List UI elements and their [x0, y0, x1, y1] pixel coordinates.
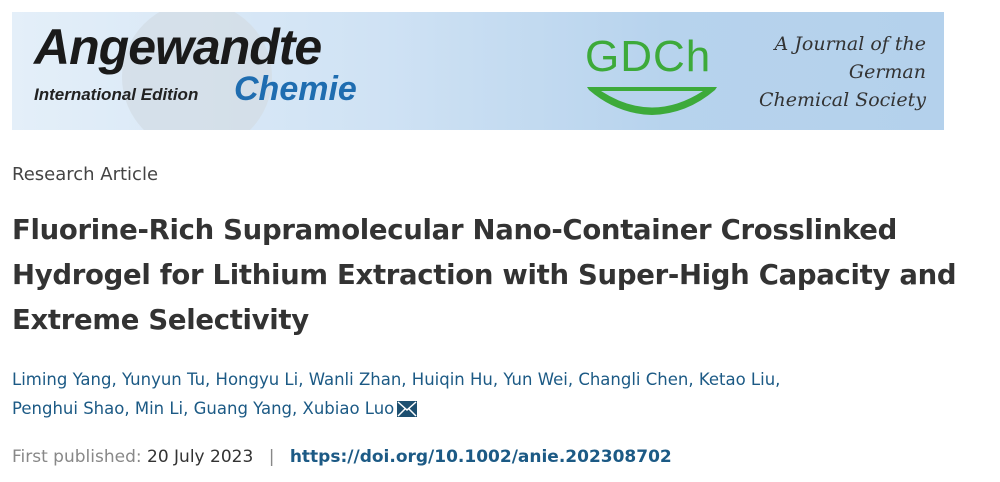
gdch-logo-arc [587, 87, 717, 115]
author-link[interactable]: Changli Chen [578, 370, 689, 389]
article-title: Fluorine-Rich Supramolecular Nano-Contai… [12, 214, 957, 336]
publication-info: First published: 20 July 2023 | https://… [12, 447, 672, 467]
author-link[interactable]: Wanli Zhan [308, 370, 402, 389]
journal-edition: International Edition [34, 85, 199, 104]
envelope-icon[interactable] [397, 397, 418, 426]
journal-banner: Angewandte International Edition Chemie … [12, 12, 944, 130]
journal-subname: Chemie [234, 70, 357, 108]
author-link[interactable]: Huiqin Hu [411, 370, 493, 389]
society-text: A Journal of the German Chemical Society [759, 30, 926, 114]
author-link[interactable]: Min Li [134, 399, 184, 418]
separator: | [268, 447, 275, 467]
author-link[interactable]: Yunyun Tu [121, 370, 206, 389]
author-link[interactable]: Ketao Liu [698, 370, 776, 389]
author-link[interactable]: Penghui Shao [12, 399, 125, 418]
published-date: 20 July 2023 [147, 447, 254, 467]
society-line: German [848, 61, 926, 83]
author-link[interactable]: Hongyu Li [215, 370, 299, 389]
society-line: Chemical Society [759, 89, 926, 111]
author-link[interactable]: Xubiao Luo [302, 399, 395, 418]
journal-name: Angewandte [34, 19, 322, 75]
logo-circle [122, 12, 272, 130]
author-list: Liming Yang, Yunyun Tu, Hongyu Li, Wanli… [12, 365, 962, 426]
gdch-logo: GDCh [585, 32, 712, 81]
article-type: Research Article [12, 164, 159, 185]
society-line: A Journal of the [774, 33, 926, 55]
published-label: First published: [12, 447, 142, 467]
doi-link[interactable]: https://doi.org/10.1002/anie.202308702 [289, 447, 672, 467]
author-link[interactable]: Liming Yang [12, 370, 112, 389]
author-link[interactable]: Yun Wei [503, 370, 568, 389]
author-link[interactable]: Guang Yang [193, 399, 293, 418]
